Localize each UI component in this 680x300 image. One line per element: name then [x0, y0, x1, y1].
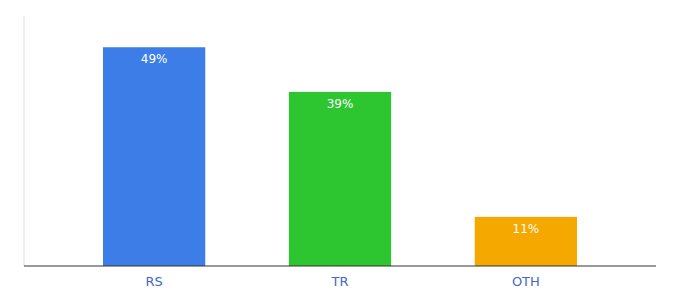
y-axis-line — [24, 16, 25, 266]
x-tick-label: OTH — [512, 274, 540, 289]
x-tick-labels: RS TR OTH — [145, 274, 539, 289]
bars — [103, 47, 577, 266]
chart-container: 49% 39% 11% RS TR OTH — [0, 0, 680, 300]
x-tick-label: RS — [145, 274, 162, 289]
bar — [103, 47, 205, 266]
bar — [475, 217, 577, 266]
x-axis-line — [24, 266, 656, 267]
data-label: 11% — [513, 222, 540, 236]
x-tick-label: TR — [331, 274, 349, 289]
chart: 49% 39% 11% RS TR OTH — [0, 0, 680, 300]
data-label: 39% — [327, 97, 354, 111]
data-label: 49% — [141, 52, 168, 66]
bar — [289, 92, 391, 266]
data-labels: 49% 39% 11% — [141, 52, 539, 236]
